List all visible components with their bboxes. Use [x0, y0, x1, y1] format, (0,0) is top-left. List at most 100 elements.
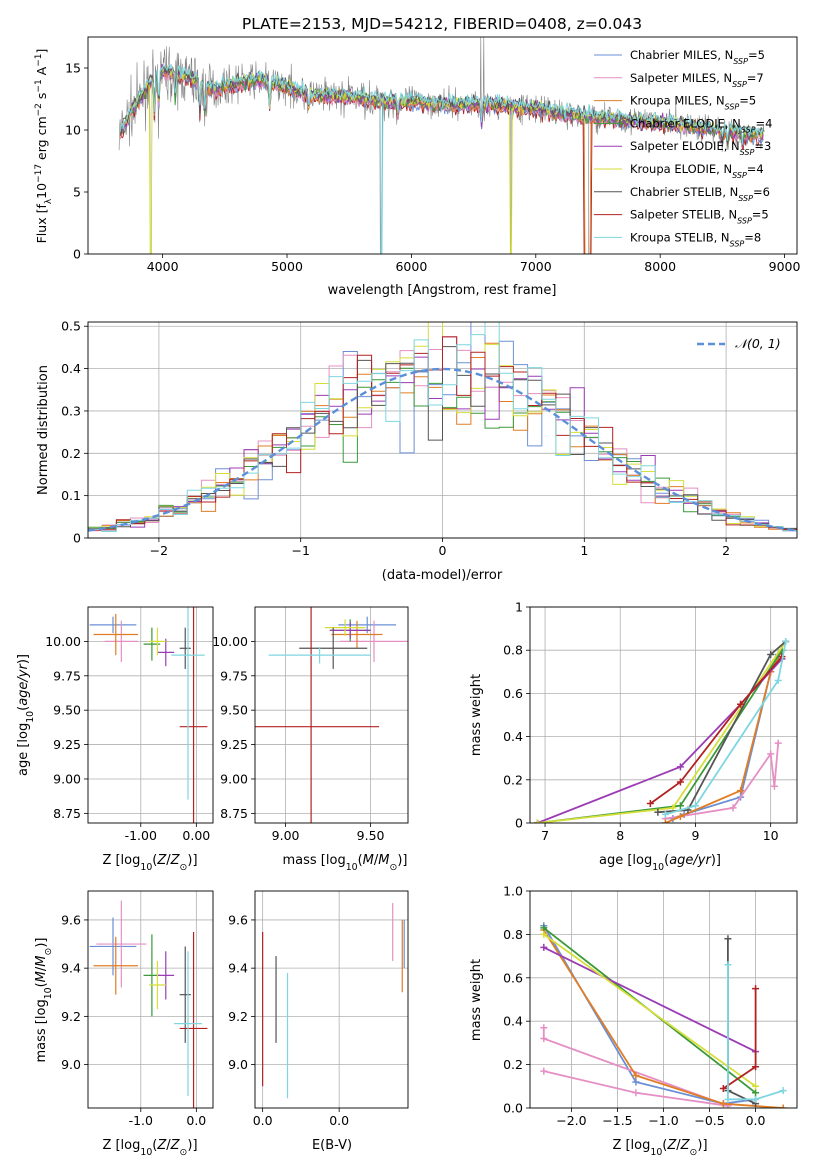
x-axis-label: (data-model)/error: [382, 568, 503, 583]
y-tick-label: 9.75: [220, 668, 248, 683]
errorbar-kroupa-elodie: [149, 627, 166, 656]
errorbar-salpeter-stelib: [179, 931, 208, 1108]
legend-label-normal: 𝒩(0, 1): [735, 336, 781, 351]
y-tick-label: 0.0: [503, 1101, 523, 1116]
x-tick-label: 10: [763, 828, 779, 843]
series-marker: [782, 638, 790, 646]
x-axis-label-mass-vs-z: Z [log10(Z/Z⊙)]: [102, 1138, 197, 1158]
y-tick-label: 9.4: [228, 961, 248, 976]
x-axis-label-mw-age: age [log10(age/yr)]: [599, 853, 721, 873]
x-axis-label: wavelength [Angstrom, rest frame]: [328, 283, 557, 298]
series-marker: [540, 930, 548, 938]
series-marker: [540, 1035, 548, 1043]
x-tick-label: 9.50: [357, 828, 385, 843]
series-marker: [724, 935, 732, 943]
series-marker: [767, 750, 775, 758]
y-tick-label: 9.4: [61, 961, 81, 976]
errorbar-kroupa-stelib: [268, 646, 371, 664]
series-marker: [719, 1100, 727, 1108]
x-tick-label: −1.5: [602, 1113, 632, 1128]
x-tick-label: 7000: [520, 259, 552, 274]
errorbar-chabrier-miles: [89, 917, 137, 976]
series-marker: [540, 924, 548, 932]
y-tick-label: 0.8: [503, 643, 523, 658]
legend-label-salpeter-stelib: Salpeter STELIB, NSSP=5: [630, 208, 769, 226]
x-tick-label: −2: [150, 543, 168, 558]
errorbar-salpeter-elodie: [329, 622, 371, 639]
legend-label-kroupa-stelib: Kroupa STELIB, NSSP=8: [630, 230, 761, 248]
y-tick-label: 0.3: [61, 403, 81, 418]
series-line: [657, 640, 787, 814]
series-marker: [676, 802, 684, 810]
errorbar-kroupa-miles: [93, 613, 138, 656]
x-tick-label: 0.00: [182, 828, 210, 843]
series-marker: [770, 782, 778, 790]
series-marker: [737, 700, 745, 708]
axes-frame: [87, 606, 214, 824]
y-tick-label: 9.0: [228, 1057, 248, 1072]
series-marker: [654, 808, 662, 816]
x-tick-label: 0.0: [746, 1113, 766, 1128]
figure-title: PLATE=2153, MJD=54212, FIBERID=0408, z=0…: [242, 15, 642, 33]
series-line: [649, 656, 783, 805]
panel-age_vs_Z: -1.00 0.00 8.75 9.00 9.25 9.50 9.75 10.00: [45, 606, 214, 843]
y-tick-label: 0: [73, 531, 81, 546]
plot-area: [118, 37, 765, 254]
x-tick-label: 4000: [147, 259, 179, 274]
y-tick-label: 9.50: [53, 703, 81, 718]
series-salpeter-stelib: [719, 985, 760, 1092]
y-tick-label: 8.75: [220, 806, 248, 821]
x-tick-label: 2: [722, 543, 730, 558]
series-line: [543, 946, 756, 1053]
y-tick-label: 9.25: [53, 737, 81, 752]
x-tick-label: 6000: [395, 259, 427, 274]
series-marker: [752, 1063, 760, 1071]
y-tick-label: 10.00: [45, 634, 81, 649]
y-tick-label: 9.6: [228, 912, 248, 927]
y-tick-label: 15: [65, 61, 81, 76]
series-line: [727, 964, 784, 1101]
axes-frame: [254, 890, 409, 1109]
series-kroupa-elodie: [534, 638, 790, 823]
x-tick-label: 9.00: [272, 828, 300, 843]
series-marker: [724, 1095, 732, 1103]
y-tick-label: 0.6: [503, 686, 523, 701]
series-marker: [632, 1071, 640, 1079]
y-tick-label: 0.2: [503, 1057, 523, 1072]
x-tick-label: 5000: [271, 259, 303, 274]
x-tick-label: −1.0: [648, 1113, 678, 1128]
series-line: [665, 641, 787, 816]
series-marker: [719, 1084, 727, 1092]
errorbar-chabrier-miles: [89, 616, 137, 634]
errorbar-salpeter-elodie: [157, 638, 175, 667]
plot-area: [540, 922, 787, 1108]
series-marker: [632, 1078, 640, 1086]
series-marker: [540, 1067, 548, 1075]
series-marker: [691, 802, 699, 810]
series-salpeter-elodie: [540, 943, 760, 1056]
y-axis-label: Normed distribution: [36, 365, 51, 495]
series-marker: [632, 1089, 640, 1097]
y-tick-label: 0.4: [503, 729, 523, 744]
y-tick-label: 0.6: [503, 970, 523, 985]
panel-mass_weight_vs_Z: −2.0 −1.5 −1.0 −0.5 0.0 0.0 0.2 0.4 0.6 0.8 1.0: [503, 884, 798, 1128]
x-tick-label: −1: [291, 543, 309, 558]
y-tick-label: 9.00: [53, 771, 81, 786]
series-kroupa-elodie: [540, 930, 760, 1090]
axes-frame: [87, 36, 798, 255]
y-tick-label: 10: [65, 123, 81, 138]
errorbar-kroupa-stelib: [171, 607, 205, 800]
errorbar-salpeter-stelib: [179, 607, 208, 823]
panel-mass_weight_vs_age: 7 8 9 10 0 0.2 0.4 0.6 0.8 1: [503, 600, 798, 843]
y-tick-label: 0.4: [61, 361, 81, 376]
y-tick-label: 0: [515, 816, 523, 831]
series-marker: [774, 739, 782, 747]
y-tick-label: 0.1: [61, 488, 81, 503]
x-tick-label: 8000: [644, 259, 676, 274]
errorbar-kroupa-miles: [93, 936, 138, 995]
plot-area: [534, 638, 790, 823]
legend-label-chabrier-stelib: Chabrier STELIB, NSSP=6: [630, 185, 770, 203]
x-tick-label: -1.0: [129, 1113, 153, 1128]
series-marker: [661, 819, 669, 823]
